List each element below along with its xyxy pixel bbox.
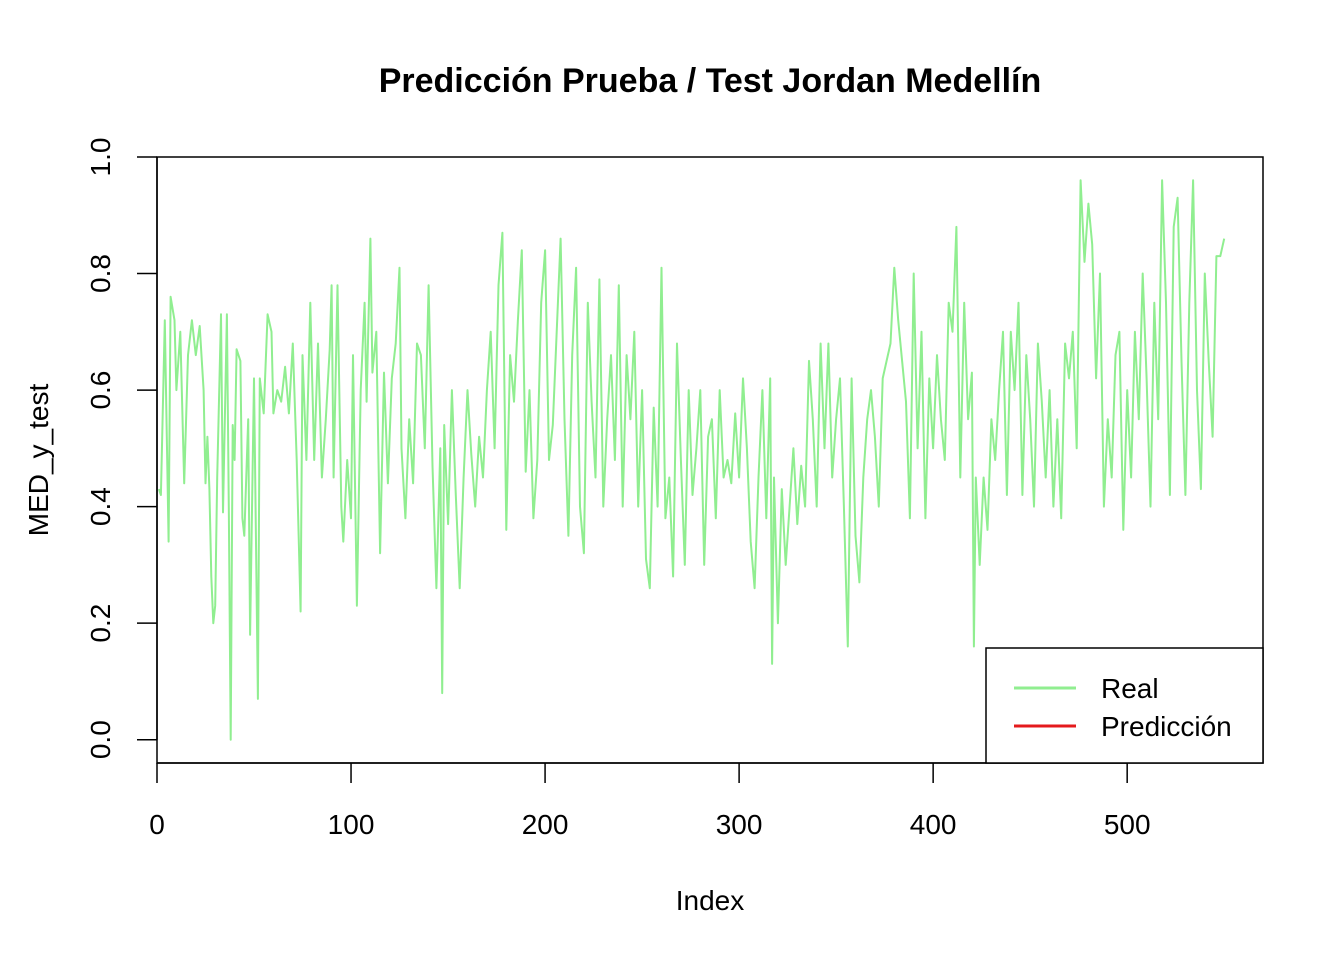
x-axis-label: Index <box>676 885 745 916</box>
y-tick-label: 0.8 <box>85 254 116 293</box>
series-layer <box>157 179 1226 741</box>
y-tick-label: 0.6 <box>85 371 116 410</box>
legend-label-real: Real <box>1101 673 1159 704</box>
legend: Real Predicción <box>985 647 1264 764</box>
x-tick-label: 300 <box>716 809 763 840</box>
y-tick-label: 1.0 <box>85 138 116 177</box>
x-axis: 0 100 200 300 400 500 <box>149 762 1151 840</box>
x-tick-label: 500 <box>1104 809 1151 840</box>
x-tick-label: 0 <box>149 809 165 840</box>
legend-box <box>985 647 1264 764</box>
legend-label-prediccion: Predicción <box>1101 711 1232 742</box>
x-tick-label: 200 <box>522 809 569 840</box>
series-line-0 <box>157 179 1226 741</box>
x-tick-label: 100 <box>328 809 375 840</box>
y-tick-label: 0.2 <box>85 604 116 643</box>
y-tick-label: 0.4 <box>85 487 116 526</box>
x-tick-label: 400 <box>910 809 957 840</box>
y-axis-label: MED_y_test <box>23 384 54 537</box>
y-tick-label: 0.0 <box>85 720 116 759</box>
chart-title: Predicción Prueba / Test Jordan Medellín <box>379 62 1042 100</box>
y-axis: 0.0 0.2 0.4 0.6 0.8 1.0 <box>85 138 158 759</box>
